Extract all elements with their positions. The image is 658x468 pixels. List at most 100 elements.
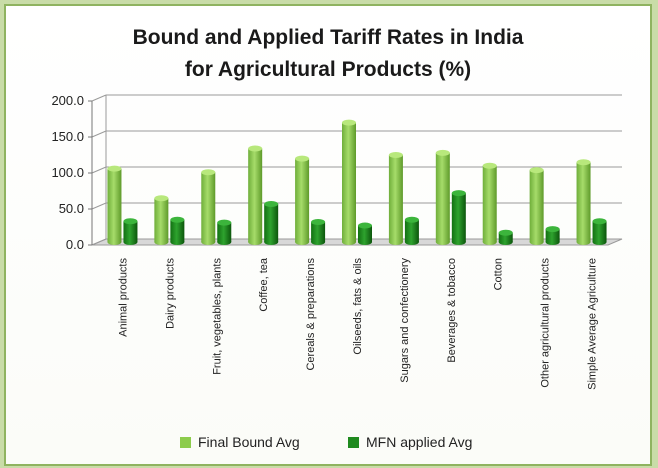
chart-title-line-1: Bound and Applied Tariff Rates in India [132, 26, 524, 49]
bar-mfn-applied-top [170, 216, 185, 223]
bar-final-bound-top [201, 169, 216, 176]
bar-mfn-applied [217, 219, 232, 245]
bar-mfn-applied-top [217, 219, 232, 226]
bar-mfn-applied-body [545, 229, 560, 242]
legend-label-mfn-applied: MFN applied Avg [366, 434, 472, 450]
bar-mfn-applied-top [451, 190, 466, 197]
bar-final-bound-top [107, 165, 122, 172]
bar-final-bound-top [529, 167, 544, 174]
bar-final-bound-body [482, 165, 497, 242]
bar-final-bound-base [482, 239, 497, 245]
y-tick-label: 50.0 [59, 201, 84, 216]
bar-mfn-applied-base [311, 239, 326, 245]
bar-final-bound [295, 155, 310, 245]
bar-mfn-applied-base [358, 239, 372, 245]
bar-mfn-applied-body [217, 222, 232, 242]
bar-mfn-applied [545, 226, 560, 245]
legend-label-final-bound: Final Bound Avg [198, 434, 300, 450]
bar-final-bound-body [295, 158, 310, 242]
category-label: Cotton [493, 258, 505, 290]
bar-final-bound [388, 152, 403, 245]
bar-final-bound-top [435, 149, 450, 156]
chart-title: Bound and Applied Tariff Rates in India … [6, 22, 650, 86]
bar-final-bound-top [295, 155, 310, 162]
bar-mfn-applied-base [545, 239, 560, 245]
bar-final-bound-body [435, 152, 450, 242]
bar-final-bound-body [529, 170, 544, 242]
bar-final-bound [435, 149, 450, 245]
bar-final-bound-body [342, 122, 356, 242]
bar-final-bound-top [482, 162, 497, 169]
bar-final-bound-top [342, 119, 356, 126]
legend: Final Bound Avg MFN applied Avg [180, 434, 472, 450]
category-label: Coffee, tea [258, 257, 270, 311]
gridline-depth [91, 166, 107, 174]
category-label: Fruit, vegetables, plants [211, 258, 223, 375]
bar-final-bound-top [388, 152, 403, 158]
bar-mfn-applied-top [123, 218, 138, 225]
bar-final-bound-body [388, 155, 403, 242]
bar-mfn-applied [404, 216, 419, 245]
y-tick-label: 100.0 [51, 165, 84, 180]
bars [107, 119, 607, 245]
bar-final-bound [248, 145, 263, 245]
bar-final-bound [154, 195, 169, 245]
legend-swatch-final-bound [180, 437, 191, 448]
category-label: Simple Average Agriculture [587, 258, 599, 390]
bar-mfn-applied-base [592, 239, 607, 245]
bar-mfn-applied-body [123, 221, 138, 242]
bar-mfn-applied-body [451, 193, 466, 242]
bar-final-bound-base [295, 239, 310, 245]
bar-mfn-applied [311, 218, 326, 245]
bar-final-bound [342, 119, 356, 245]
category-label: Oilseeds, fats & oils [352, 258, 364, 355]
bar-final-bound-base [154, 239, 169, 245]
bar-mfn-applied-base [217, 239, 232, 245]
bar-mfn-applied-base [123, 239, 138, 245]
y-tick-label: 200.0 [51, 93, 84, 108]
bar-mfn-applied-body [404, 219, 419, 242]
bar-mfn-applied [264, 200, 279, 245]
category-label: Cereals & preparations [305, 258, 317, 371]
bar-mfn-applied-base [451, 239, 466, 245]
bar-final-bound-base [107, 239, 122, 245]
bar-final-bound-base [388, 239, 403, 245]
bar-mfn-applied-body [311, 221, 326, 242]
bar-final-bound [107, 165, 122, 245]
bar-mfn-applied-top [358, 222, 372, 229]
category-labels: Animal products Dairy products Fruit, vege… [117, 257, 598, 390]
bar-final-bound [201, 169, 216, 245]
bar-mfn-applied-top [264, 200, 279, 207]
bar-mfn-applied-body [264, 203, 279, 242]
y-tick-label: 0.0 [66, 237, 84, 252]
bar-final-bound [576, 159, 591, 245]
gridline-depth [91, 202, 107, 210]
gridline-depth [91, 238, 107, 246]
category-label: Animal products [117, 258, 129, 337]
gridline-depth [91, 94, 107, 102]
bar-final-bound-base [435, 239, 450, 245]
category-label: Dairy products [164, 258, 176, 329]
bar-final-bound-body [107, 168, 122, 242]
category-label: Beverages & tobacco [446, 258, 458, 363]
category-label: Other agricultural products [540, 258, 552, 388]
bar-mfn-applied-top [311, 218, 326, 225]
bar-mfn-applied-top [498, 229, 513, 236]
bar-mfn-applied-top [545, 226, 560, 233]
bar-final-bound-body [201, 172, 216, 242]
bar-final-bound-top [248, 145, 263, 152]
bar-mfn-applied-base [264, 239, 279, 245]
bar-final-bound-base [576, 239, 591, 245]
bar-mfn-applied-body [592, 221, 607, 242]
bar-final-bound [482, 162, 497, 245]
bar-final-bound-body [154, 198, 169, 242]
bar-final-bound-top [576, 159, 591, 166]
bar-mfn-applied-top [404, 216, 419, 223]
bar-mfn-applied [592, 218, 607, 245]
bar-mfn-applied [358, 222, 372, 245]
chart-title-line-2: for Agricultural Products (%) [184, 58, 472, 81]
bar-mfn-applied-base [498, 239, 513, 245]
bar-mfn-applied [170, 216, 185, 245]
bar-final-bound [529, 167, 544, 245]
